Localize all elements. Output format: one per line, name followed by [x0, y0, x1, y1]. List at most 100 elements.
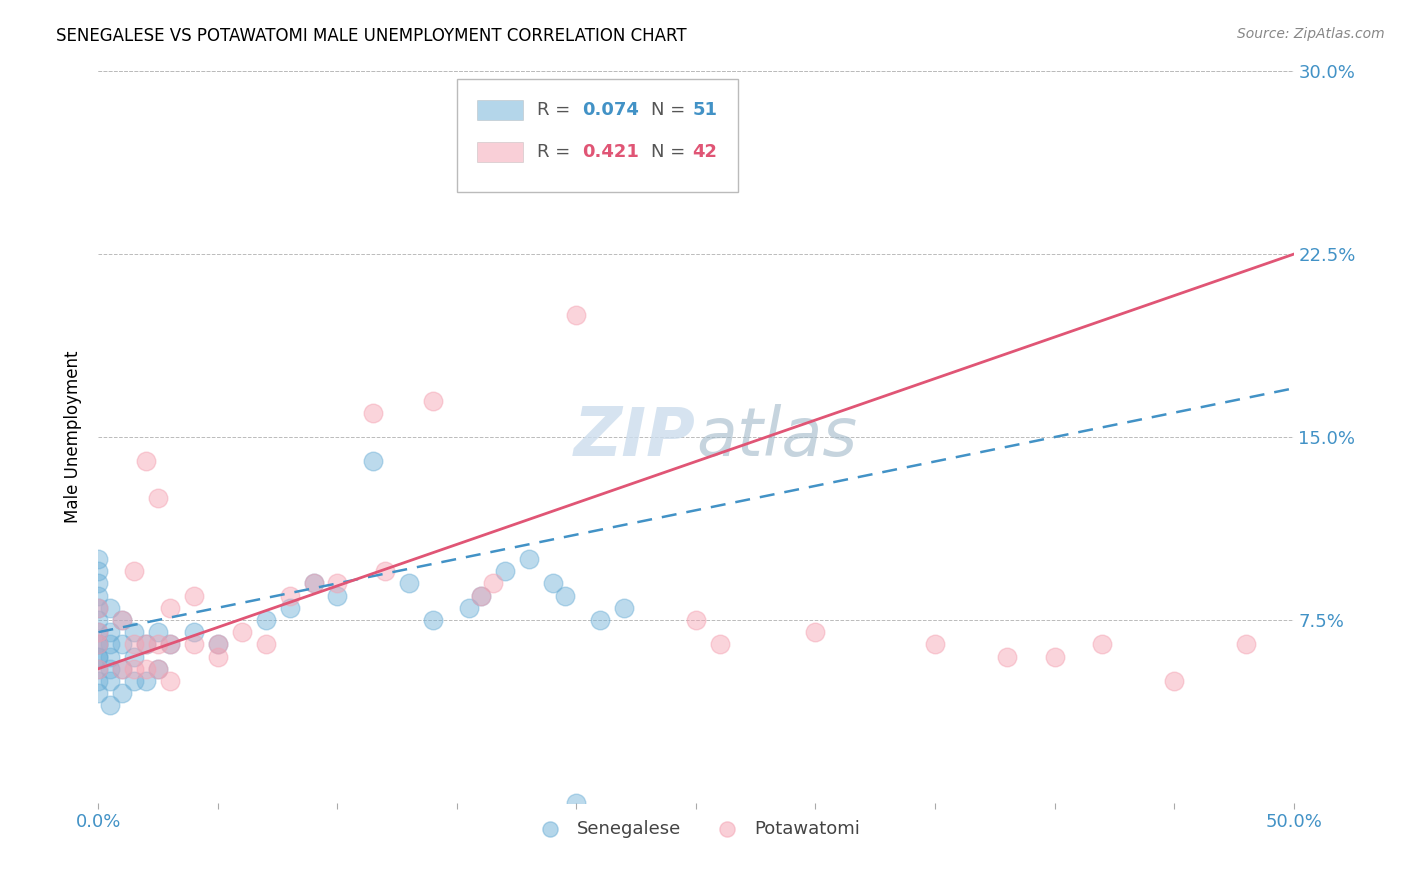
Point	[87, 637, 110, 651]
Point	[87, 625, 110, 640]
Point	[124, 662, 146, 676]
Point	[589, 613, 612, 627]
Point	[159, 673, 181, 688]
Point	[98, 698, 122, 713]
Point	[124, 625, 146, 640]
Point	[494, 564, 516, 578]
Point	[87, 589, 110, 603]
Point	[517, 552, 540, 566]
FancyBboxPatch shape	[457, 78, 738, 192]
Text: ZIP: ZIP	[574, 404, 696, 470]
Text: SENEGALESE VS POTAWATOMI MALE UNEMPLOYMENT CORRELATION CHART: SENEGALESE VS POTAWATOMI MALE UNEMPLOYME…	[56, 27, 688, 45]
Point	[87, 552, 110, 566]
Text: R =: R =	[537, 101, 571, 120]
Point	[159, 600, 181, 615]
Point	[87, 576, 110, 591]
Text: 42: 42	[692, 143, 717, 161]
Text: N =: N =	[651, 101, 685, 120]
Point	[135, 637, 157, 651]
Point	[148, 637, 170, 651]
Point	[565, 796, 588, 810]
Point	[183, 637, 205, 651]
Point	[124, 673, 146, 688]
Point	[685, 613, 707, 627]
Point	[111, 662, 134, 676]
Point	[87, 662, 110, 676]
Point	[363, 406, 385, 420]
Point	[1043, 649, 1066, 664]
Point	[422, 393, 444, 408]
Point	[422, 613, 444, 627]
Point	[207, 649, 229, 664]
Point	[183, 589, 205, 603]
Point	[87, 564, 110, 578]
Point	[98, 600, 122, 615]
Point	[374, 564, 396, 578]
Point	[398, 576, 420, 591]
Point	[302, 576, 325, 591]
Point	[87, 649, 110, 664]
Text: 0.074: 0.074	[582, 101, 640, 120]
Point	[98, 673, 122, 688]
Point	[254, 613, 277, 627]
Text: 0.421: 0.421	[582, 143, 640, 161]
FancyBboxPatch shape	[477, 100, 523, 120]
Point	[87, 600, 110, 615]
Point	[87, 613, 110, 627]
Text: atlas: atlas	[696, 404, 858, 470]
Point	[159, 637, 181, 651]
Point	[231, 625, 253, 640]
Point	[1163, 673, 1185, 688]
Point	[135, 662, 157, 676]
Point	[98, 662, 122, 676]
Point	[111, 613, 134, 627]
Point	[326, 576, 349, 591]
Point	[111, 613, 134, 627]
Point	[87, 649, 110, 664]
Point	[326, 589, 349, 603]
Point	[278, 589, 301, 603]
Text: Source: ZipAtlas.com: Source: ZipAtlas.com	[1237, 27, 1385, 41]
Point	[111, 686, 134, 700]
Point	[148, 491, 170, 505]
Point	[458, 600, 481, 615]
Point	[135, 673, 157, 688]
Point	[554, 589, 576, 603]
Point	[1091, 637, 1114, 651]
Point	[470, 589, 492, 603]
Text: N =: N =	[651, 143, 685, 161]
Point	[124, 649, 146, 664]
Point	[124, 637, 146, 651]
Point	[924, 637, 946, 651]
Point	[135, 454, 157, 468]
Point	[302, 576, 325, 591]
Point	[87, 600, 110, 615]
Point	[804, 625, 827, 640]
Point	[254, 637, 277, 651]
Point	[207, 637, 229, 651]
Legend: Senegalese, Potawatomi: Senegalese, Potawatomi	[524, 813, 868, 845]
Point	[111, 662, 134, 676]
Point	[124, 564, 146, 578]
Point	[87, 662, 110, 676]
Point	[207, 637, 229, 651]
Point	[111, 637, 134, 651]
Point	[148, 662, 170, 676]
Point	[363, 454, 385, 468]
Text: 51: 51	[692, 101, 717, 120]
Point	[87, 637, 110, 651]
Point	[98, 637, 122, 651]
Point	[87, 686, 110, 700]
Point	[148, 625, 170, 640]
Point	[183, 625, 205, 640]
Point	[565, 308, 588, 322]
Point	[481, 576, 505, 591]
Point	[995, 649, 1018, 664]
Point	[709, 637, 731, 651]
Point	[98, 649, 122, 664]
FancyBboxPatch shape	[477, 142, 523, 162]
Point	[87, 637, 110, 651]
Point	[87, 625, 110, 640]
Point	[98, 625, 122, 640]
Point	[135, 637, 157, 651]
